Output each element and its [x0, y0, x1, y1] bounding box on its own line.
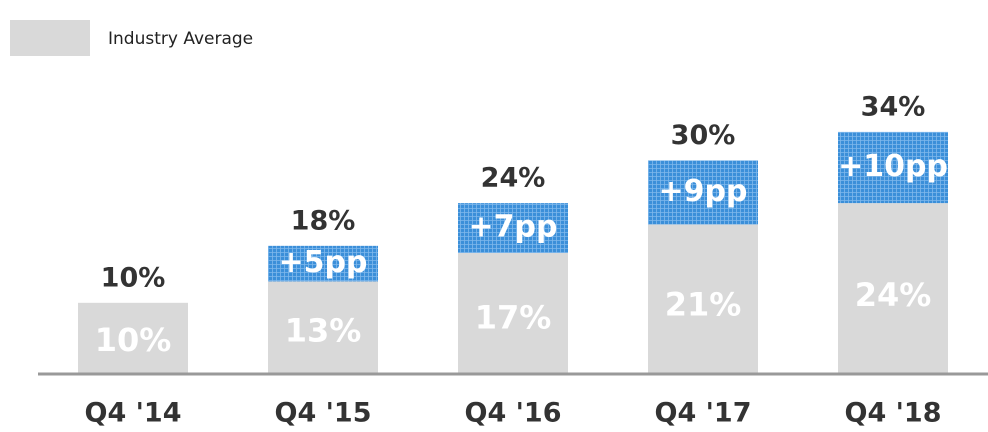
- value-label: +7pp: [469, 210, 558, 245]
- bar-segment: [458, 203, 568, 253]
- value-label: +9pp: [659, 174, 748, 209]
- total-label: 18%: [291, 205, 356, 236]
- total-label: 34%: [861, 91, 926, 122]
- value-label: 10%: [95, 321, 172, 359]
- value-label: 21%: [665, 286, 742, 324]
- total-label: 30%: [671, 120, 736, 151]
- total-label: 10%: [101, 262, 166, 293]
- legend-label: Industry Average: [108, 29, 253, 49]
- value-label: +5pp: [279, 245, 368, 280]
- bar-segment: [648, 160, 758, 225]
- legend-swatch: [10, 20, 90, 56]
- bar-segment: [458, 252, 568, 374]
- value-label: 24%: [855, 276, 932, 314]
- x-tick-label: Q4 '14: [85, 398, 182, 429]
- bar-segment: [648, 224, 758, 374]
- bar-segment: [838, 203, 948, 374]
- bar-segment: [78, 302, 188, 374]
- x-tick-label: Q4 '17: [655, 398, 752, 429]
- x-tick-label: Q4 '16: [465, 398, 562, 429]
- value-label: 13%: [285, 311, 362, 349]
- bar-segment: [838, 131, 948, 204]
- x-tick-label: Q4 '15: [275, 398, 372, 429]
- total-label: 24%: [481, 163, 546, 194]
- value-label: 17%: [475, 299, 552, 337]
- bar-segment: [268, 245, 378, 282]
- x-tick-label: Q4 '18: [845, 398, 942, 429]
- value-label: +10pp: [838, 149, 948, 184]
- bar-segment: [268, 281, 378, 374]
